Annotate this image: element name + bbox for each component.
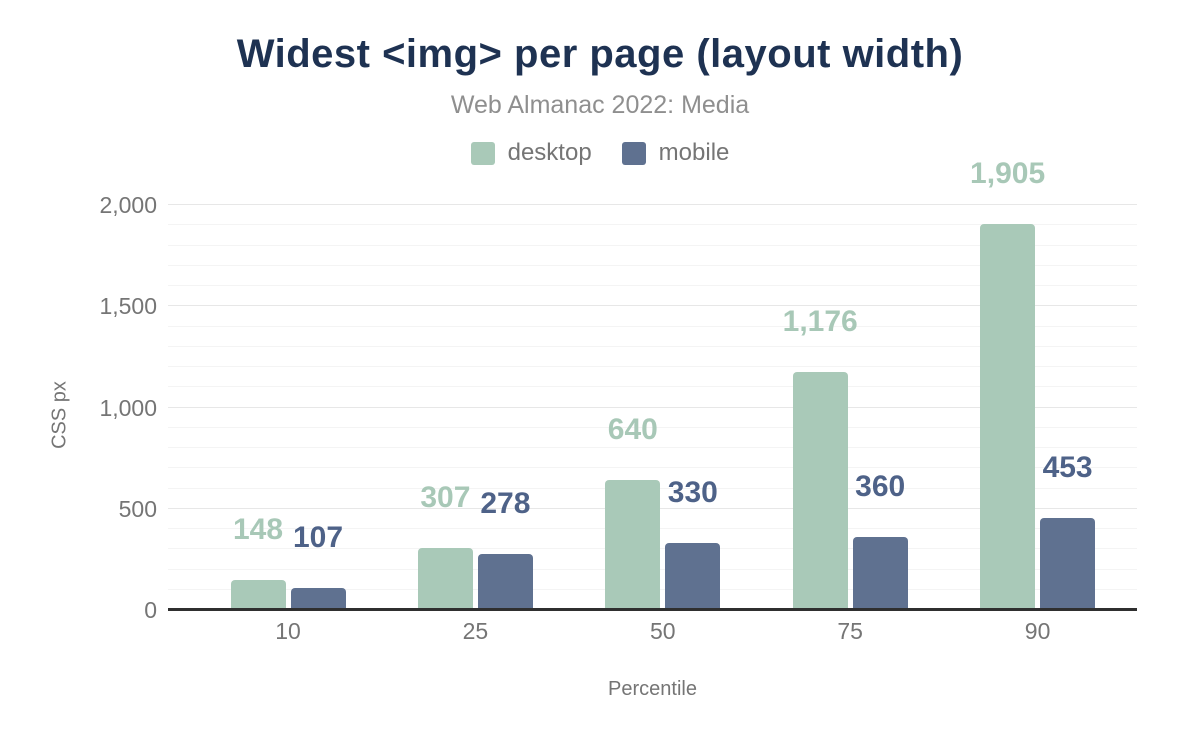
x-tick-label: 75 xyxy=(837,618,863,644)
legend-item-mobile[interactable]: mobile xyxy=(621,139,730,167)
bar-desktop-p10[interactable] xyxy=(230,580,286,610)
value-label-mobile-p90: 453 xyxy=(1042,451,1093,484)
x-tick-label: 90 xyxy=(1024,618,1051,644)
gridline xyxy=(168,345,1137,347)
gridline xyxy=(168,386,1137,388)
legend-label-mobile: mobile xyxy=(658,139,730,166)
bar-desktop-p90[interactable] xyxy=(980,224,1036,610)
gridline xyxy=(168,426,1137,428)
y-tick-label: 1,500 xyxy=(99,293,157,320)
y-tick-label: 0 xyxy=(144,597,157,623)
bar-mobile-p75[interactable] xyxy=(852,537,908,610)
gridline xyxy=(168,305,1137,307)
bar-desktop-p50[interactable] xyxy=(605,480,661,610)
x-axis-title: Percentile xyxy=(608,678,697,700)
bar-desktop-p25[interactable] xyxy=(417,548,473,610)
legend-item-desktop[interactable]: desktop xyxy=(470,139,592,167)
gridline xyxy=(168,406,1137,408)
gridline xyxy=(168,325,1137,327)
gridline xyxy=(168,264,1137,266)
bar-mobile-p10[interactable] xyxy=(290,588,346,610)
y-axis-title: CSS px xyxy=(48,381,71,449)
x-tick-label: 10 xyxy=(275,618,301,644)
gridline xyxy=(168,224,1137,226)
gridline xyxy=(168,366,1137,367)
chart-title: Widest <img> per page (layout width) xyxy=(236,32,964,76)
gridline xyxy=(168,467,1137,469)
gridline xyxy=(168,447,1137,448)
gridline xyxy=(168,204,1137,205)
value-label-desktop-p10: 148 xyxy=(232,513,284,546)
value-label-mobile-p75: 360 xyxy=(855,470,906,503)
y-tick-label: 1,000 xyxy=(99,394,157,421)
value-label-mobile-p25: 278 xyxy=(480,487,531,520)
bar-desktop-p75[interactable] xyxy=(792,372,848,610)
bar-mobile-p50[interactable] xyxy=(665,543,721,610)
value-label-desktop-p90: 1,905 xyxy=(970,157,1046,190)
y-axis-ticks: 0 500 1,000 1,500 2,000 xyxy=(0,192,157,623)
plot-area: 10 148 107 25 307 278 50 640 330 75 1,176 360 90 1,90… xyxy=(168,158,1137,644)
value-label-desktop-p25: 307 xyxy=(420,481,471,514)
y-tick-label: 2,000 xyxy=(99,192,157,218)
gridline xyxy=(168,244,1137,246)
value-label-mobile-p10: 107 xyxy=(292,521,344,554)
value-label-desktop-p50: 640 xyxy=(607,413,658,446)
legend: desktop mobile xyxy=(0,139,1200,167)
value-label-mobile-p50: 330 xyxy=(667,476,718,509)
legend-label-desktop: desktop xyxy=(507,139,592,166)
x-tick-label: 25 xyxy=(462,618,489,644)
bar-mobile-p25[interactable] xyxy=(477,554,533,610)
y-tick-label: 500 xyxy=(118,495,157,522)
chart-subtitle: Web Almanac 2022: Media xyxy=(450,91,750,119)
x-tick-label: 50 xyxy=(650,618,676,644)
x-axis-line xyxy=(168,608,1137,611)
gridline xyxy=(168,285,1137,286)
value-label-desktop-p75: 1,176 xyxy=(782,305,858,338)
mobile-swatch-icon xyxy=(621,141,646,165)
desktop-swatch-icon xyxy=(470,141,495,165)
bar-mobile-p90[interactable] xyxy=(1040,518,1096,610)
